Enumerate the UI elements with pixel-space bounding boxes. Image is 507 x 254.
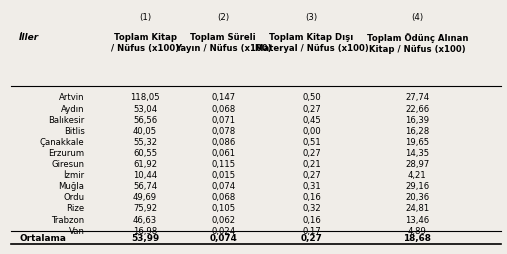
Text: Van: Van xyxy=(69,226,85,235)
Text: 75,92: 75,92 xyxy=(133,204,157,213)
Text: 19,65: 19,65 xyxy=(405,137,429,146)
Text: 49,69: 49,69 xyxy=(133,193,157,201)
Text: 0,086: 0,086 xyxy=(211,137,235,146)
Text: Bitlis: Bitlis xyxy=(64,126,85,135)
Text: Ordu: Ordu xyxy=(63,193,85,201)
Text: 0,105: 0,105 xyxy=(211,204,235,213)
Text: Muğla: Muğla xyxy=(59,182,85,190)
Text: Trabzon: Trabzon xyxy=(52,215,85,224)
Text: 56,74: 56,74 xyxy=(133,182,157,190)
Text: 0,068: 0,068 xyxy=(211,193,235,201)
Text: 24,81: 24,81 xyxy=(405,204,429,213)
Text: 18,68: 18,68 xyxy=(404,233,431,242)
Text: 29,16: 29,16 xyxy=(405,182,429,190)
Text: 0,27: 0,27 xyxy=(302,148,321,157)
Text: 61,92: 61,92 xyxy=(133,160,157,168)
Text: (3): (3) xyxy=(305,13,317,22)
Text: 0,062: 0,062 xyxy=(211,215,235,224)
Text: 16,98: 16,98 xyxy=(133,226,157,235)
Text: 118,05: 118,05 xyxy=(130,93,160,102)
Text: 16,39: 16,39 xyxy=(405,115,429,124)
Text: 0,51: 0,51 xyxy=(302,137,321,146)
Text: İzmir: İzmir xyxy=(63,170,85,179)
Text: 10,44: 10,44 xyxy=(133,170,157,179)
Text: (4): (4) xyxy=(411,13,423,22)
Text: Aydın: Aydın xyxy=(61,104,85,113)
Text: 16,28: 16,28 xyxy=(405,126,429,135)
Text: 0,00: 0,00 xyxy=(302,126,321,135)
Text: 46,63: 46,63 xyxy=(133,215,157,224)
Text: 0,27: 0,27 xyxy=(301,233,322,242)
Text: 27,74: 27,74 xyxy=(405,93,429,102)
Text: 55,32: 55,32 xyxy=(133,137,157,146)
Text: 4,21: 4,21 xyxy=(408,170,427,179)
Text: 0,071: 0,071 xyxy=(211,115,235,124)
Text: 60,55: 60,55 xyxy=(133,148,157,157)
Text: 0,16: 0,16 xyxy=(302,215,321,224)
Text: 0,024: 0,024 xyxy=(211,226,235,235)
Text: Giresun: Giresun xyxy=(52,160,85,168)
Text: 0,27: 0,27 xyxy=(302,104,321,113)
Text: 0,21: 0,21 xyxy=(302,160,321,168)
Text: İller: İller xyxy=(19,33,39,42)
Text: 0,061: 0,061 xyxy=(211,148,235,157)
Text: 0,074: 0,074 xyxy=(209,233,237,242)
Text: 0,32: 0,32 xyxy=(302,204,321,213)
Text: Toplam Kitap
/ Nüfus (x100): Toplam Kitap / Nüfus (x100) xyxy=(111,33,179,53)
Text: 0,115: 0,115 xyxy=(211,160,235,168)
Text: Çanakkale: Çanakkale xyxy=(40,137,85,146)
Text: Artvin: Artvin xyxy=(59,93,85,102)
Text: Rize: Rize xyxy=(66,204,85,213)
Text: Erzurum: Erzurum xyxy=(49,148,85,157)
Text: 0,015: 0,015 xyxy=(211,170,235,179)
Text: Balıkesir: Balıkesir xyxy=(48,115,85,124)
Text: 56,56: 56,56 xyxy=(133,115,157,124)
Text: Toplam Süreli
Yayın / Nüfus (x100): Toplam Süreli Yayın / Nüfus (x100) xyxy=(175,33,272,53)
Text: 53,99: 53,99 xyxy=(131,233,159,242)
Text: 20,36: 20,36 xyxy=(405,193,429,201)
Text: 13,46: 13,46 xyxy=(405,215,429,224)
Text: 0,27: 0,27 xyxy=(302,170,321,179)
Text: Toplam Ödünç Alınan
Kitap / Nüfus (x100): Toplam Ödünç Alınan Kitap / Nüfus (x100) xyxy=(367,33,468,54)
Text: 0,17: 0,17 xyxy=(302,226,321,235)
Text: 0,147: 0,147 xyxy=(211,93,235,102)
Text: (2): (2) xyxy=(217,13,229,22)
Text: 0,16: 0,16 xyxy=(302,193,321,201)
Text: 0,50: 0,50 xyxy=(302,93,321,102)
Text: (1): (1) xyxy=(139,13,151,22)
Text: 4,89: 4,89 xyxy=(408,226,427,235)
Text: 28,97: 28,97 xyxy=(405,160,429,168)
Text: 53,04: 53,04 xyxy=(133,104,157,113)
Text: 0,078: 0,078 xyxy=(211,126,235,135)
Text: Ortalama: Ortalama xyxy=(19,233,66,242)
Text: 0,068: 0,068 xyxy=(211,104,235,113)
Text: 14,35: 14,35 xyxy=(405,148,429,157)
Text: 0,074: 0,074 xyxy=(211,182,235,190)
Text: 40,05: 40,05 xyxy=(133,126,157,135)
Text: 0,45: 0,45 xyxy=(302,115,321,124)
Text: Toplam Kitap Dışı
Materyal / Nüfus (x100): Toplam Kitap Dışı Materyal / Nüfus (x100… xyxy=(255,33,369,53)
Text: 0,31: 0,31 xyxy=(302,182,321,190)
Text: 22,66: 22,66 xyxy=(405,104,429,113)
